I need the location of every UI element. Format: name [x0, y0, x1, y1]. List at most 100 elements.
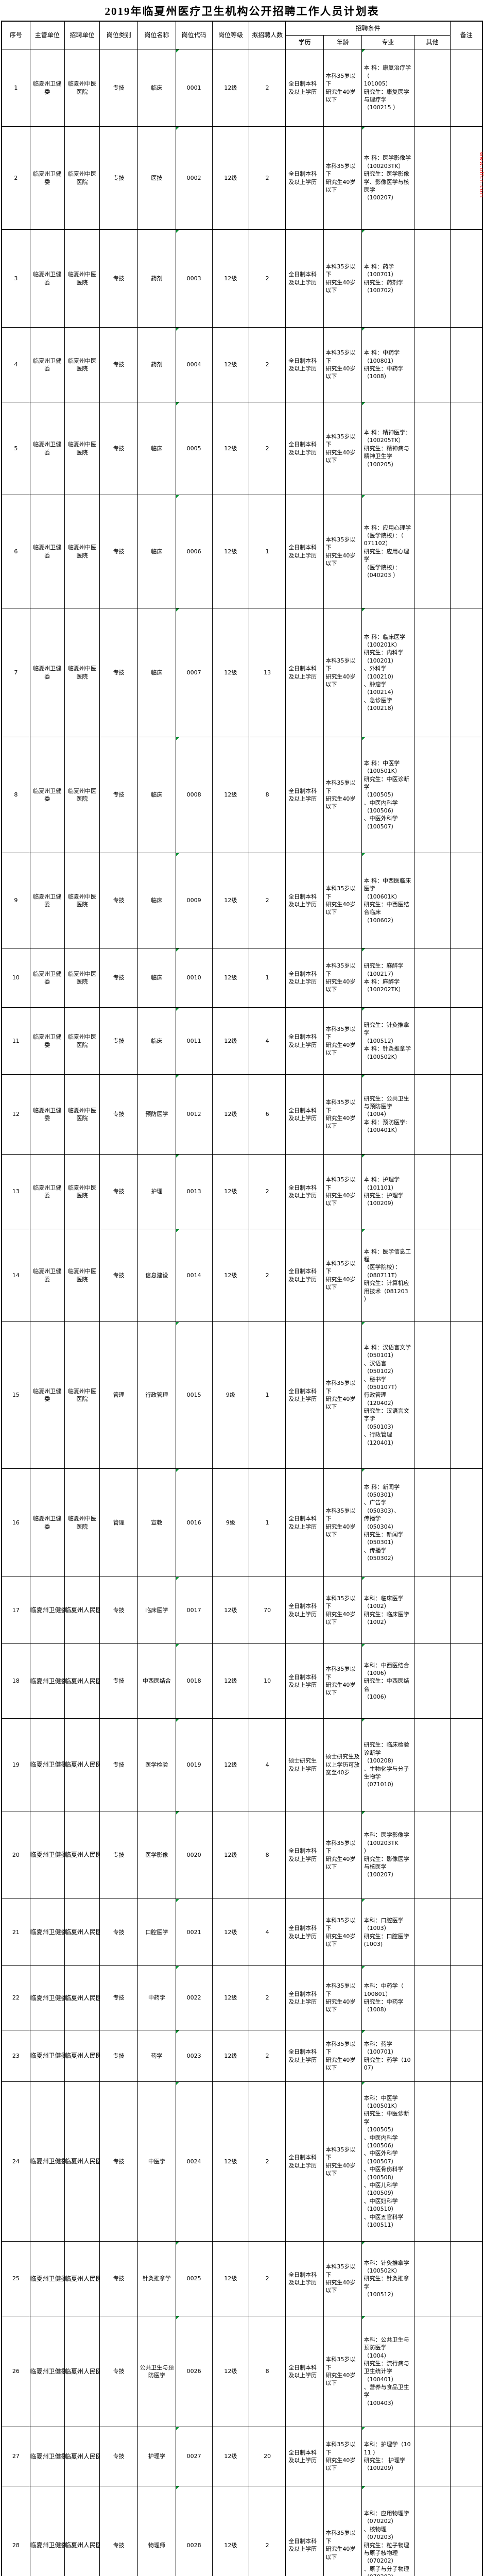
cell-note: [450, 1577, 483, 1644]
cell-supervisor: 临夏州卫健委: [29, 2030, 65, 2082]
cell-age: 本科35岁以下 研究生40岁以下: [323, 2241, 362, 2316]
cell-supervisor: 临夏州卫健委: [29, 1899, 65, 1966]
cell-other: [413, 2081, 451, 2242]
cell-post: 护理: [137, 1154, 176, 1229]
cell-other: [413, 2316, 451, 2427]
cell-edu: 全日制本科及以上学历: [285, 1468, 324, 1577]
cell-note: [450, 1007, 483, 1075]
cell-count: 1: [248, 948, 286, 1008]
cell-edu: 全日制本科及以上学历: [285, 1643, 324, 1719]
cell-count: 8: [248, 1811, 286, 1899]
cell-other: [413, 853, 451, 948]
cell-age: 本科35岁以下 研究生40岁以下: [323, 948, 362, 1008]
cell-code: 0017: [175, 1577, 213, 1644]
cell-note: [450, 2486, 483, 2576]
table-row: 7 临夏州卫健委 临夏州中医医院 专技 临床 0007 12级 13 全日制本科及以上学历 本科3…: [1, 608, 483, 737]
cell-category: 专技: [99, 1811, 139, 1899]
cell-post: 口腔医学: [137, 1899, 176, 1966]
cell-category: 专技: [99, 1154, 139, 1229]
cell-supervisor: 临夏州卫健委: [29, 737, 65, 853]
cell-edu: 全日制本科及以上学历: [285, 1965, 324, 2030]
cell-no: 4: [1, 327, 30, 402]
table-row: 26临夏州卫健委临夏州人民医院专技公共卫生与预防医学002612级8全日制本科及…: [1, 2316, 483, 2427]
cell-edu: 全日制本科及以上学历: [285, 1899, 324, 1966]
cell-supervisor: 临夏州卫健委: [29, 1643, 65, 1719]
header-note: 备注: [450, 21, 483, 49]
cell-count: 1: [248, 1321, 286, 1469]
cell-post: 临床: [137, 948, 176, 1008]
cell-code: 0020: [175, 1811, 213, 1899]
cell-post: 临床: [137, 1007, 176, 1075]
cell-other: [413, 1718, 451, 1811]
header-code: 岗位代码: [175, 21, 213, 49]
cell-category: 专技: [99, 126, 139, 230]
cell-count: 2: [248, 2081, 286, 2242]
cell-supervisor: 临夏州卫健委: [29, 2427, 65, 2486]
cell-employer: 临夏州人民医院: [64, 2241, 100, 2316]
cell-code: 0012: [175, 1074, 213, 1155]
cell-note: [450, 1899, 483, 1966]
cell-note: [450, 1811, 483, 1899]
cell-note: [450, 1229, 483, 1322]
cell-note: [450, 1643, 483, 1719]
cell-note: [450, 402, 483, 495]
table-row: 21临夏州卫健委临夏州人民医院专技口腔医学002112级4全日制本科及以上学历本…: [1, 1899, 483, 1966]
cell-employer: 临夏州人民医院: [64, 2427, 100, 2486]
cell-major: 本 科：临床医学 （100201K） 研究生：内科学 （100201） 、外科学…: [361, 608, 414, 737]
cell-category: 专技: [99, 608, 139, 737]
cell-count: 4: [248, 1007, 286, 1075]
cell-edu: 全日制本科及以上学历: [285, 737, 324, 853]
cell-grade: 12级: [212, 1899, 249, 1966]
cell-edu: 全日制本科及以上学历: [285, 229, 324, 328]
cell-grade: 12级: [212, 1577, 249, 1644]
cell-employer: 临夏州中医医院: [64, 402, 100, 495]
cell-grade: 12级: [212, 1718, 249, 1811]
cell-code: 0014: [175, 1229, 213, 1322]
cell-note: [450, 327, 483, 402]
cell-count: 2: [248, 229, 286, 328]
cell-major: 本 科：医学信息工程 （医学院校）： （080711T） 研究生：计算机应用技术…: [361, 1229, 414, 1322]
cell-post: 临床: [137, 853, 176, 948]
cell-count: 6: [248, 1074, 286, 1155]
cell-age: 本科35岁以下 研究生40岁以下: [323, 1229, 362, 1322]
cell-count: 2: [248, 126, 286, 230]
cell-note: [450, 1321, 483, 1469]
cell-no: 10: [1, 948, 30, 1008]
cell-grade: 9级: [212, 1321, 249, 1469]
cell-major: 本科：口腔医学 （1003） 研究生：口腔医学 (1003): [361, 1899, 414, 1966]
cell-grade: 12级: [212, 2316, 249, 2427]
cell-code: 0001: [175, 49, 213, 127]
header-grade: 岗位等级: [212, 21, 249, 49]
cell-other: [413, 1468, 451, 1577]
cell-major: 本科：中医学 （100501K） 研究生：中医诊断学 （100505） 、中医内…: [361, 2081, 414, 2242]
cell-age: 本科35岁以下 研究生40岁以下: [323, 402, 362, 495]
table-row: 12 临夏州卫健委 临夏州中医医院 专技 预防医学 0012 12级 6 全日制本科及以上学历本…: [1, 1074, 483, 1155]
cell-grade: 12级: [212, 853, 249, 948]
table-row: 20临夏州卫健委临夏州人民医院专技医学影像002012级8全日制本科及以上学历本…: [1, 1811, 483, 1899]
cell-supervisor: 临夏州卫健委: [29, 2486, 65, 2576]
cell-employer: 临夏州人民医院: [64, 1811, 100, 1899]
cell-count: 2: [248, 402, 286, 495]
cell-supervisor: 临夏州卫健委: [29, 1811, 65, 1899]
cell-other: [413, 327, 451, 402]
cell-employer: 临夏州中医医院: [64, 608, 100, 737]
cell-other: [413, 495, 451, 608]
cell-code: 0010: [175, 948, 213, 1008]
cell-count: 8: [248, 737, 286, 853]
cell-major: 本 科：药学 （100701） 研究生：药剂学 （100702）: [361, 229, 414, 328]
cell-category: 专技: [99, 2241, 139, 2316]
cell-other: [413, 1811, 451, 1899]
cell-code: 0008: [175, 737, 213, 853]
cell-major: 本科：针灸推拿学 （100502K） 研究生：针灸推拿学 （100512）: [361, 2241, 414, 2316]
cell-employer: 临夏州中医医院: [64, 1154, 100, 1229]
table-row: 17临夏州卫健委临夏州人民医院专技临床医学001712级70全日制本科及以上学历…: [1, 1577, 483, 1644]
table-row: 22临夏州卫健委临夏州人民医院专技中药学002212级2全日制本科及以上学历本科…: [1, 1965, 483, 2030]
cell-edu: 全日制本科及以上学历: [285, 402, 324, 495]
cell-major: 本科：药学 （100701） 研究生：药学（1007）: [361, 2030, 414, 2082]
cell-note: [450, 2030, 483, 2082]
cell-other: [413, 1965, 451, 2030]
cell-edu: 全日制本科及以上学历: [285, 1074, 324, 1155]
cell-count: 20: [248, 2427, 286, 2486]
cell-age: 本科35岁以下 研究生40岁以下: [323, 1577, 362, 1644]
cell-note: [450, 126, 483, 230]
